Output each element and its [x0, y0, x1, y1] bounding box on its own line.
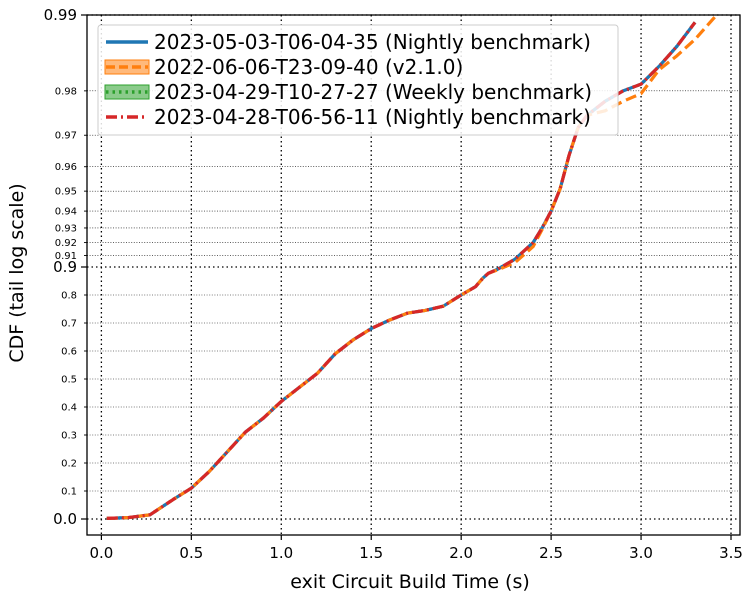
x-tick-label: 1.5: [359, 544, 383, 562]
legend-label-0: 2023-05-03-T06-04-35 (Nightly benchmark): [154, 30, 591, 54]
y-minor-tick-label: 0.96: [55, 162, 77, 173]
y-minor-tick-label: 0.98: [55, 86, 77, 97]
plot-frame: [86, 14, 741, 536]
legend-label-3: 2023-04-28-T06-56-11 (Nightly benchmark): [154, 105, 591, 129]
y-minor-tick-label: 0.93: [55, 223, 77, 234]
y-major-tick-label: 0.99: [44, 6, 77, 24]
y-major-tick-label: 0.0: [53, 510, 77, 528]
x-tick-label: 1.0: [269, 544, 293, 562]
y-minor-tick-label: 0.92: [55, 238, 77, 249]
y-minor-tick-label: 0.8: [61, 291, 77, 302]
y-minor-tick-label: 0.1: [61, 487, 77, 498]
legend-box: [97, 24, 619, 136]
y-minor-tick-label: 0.4: [61, 403, 77, 414]
ticks: 0.0 0.5 1.0 1.5 2.0 2.5 3.0 3.5 0.0 0.9 0.99 0.1 0.2…: [44, 6, 743, 562]
y-minor-tick-label: 0.97: [55, 131, 77, 142]
x-axis-label: exit Circuit Build Time (s): [290, 571, 530, 593]
y-minor-tick-label: 0.3: [61, 431, 77, 442]
legend-label-1: 2022-06-06-T23-09-40 (v2.1.0): [154, 55, 463, 79]
y-axis-label: CDF (tail log scale): [6, 183, 28, 362]
y-minor-tick-label: 0.95: [55, 187, 77, 198]
legend-label-2: 2023-04-29-T10-27-27 (Weekly benchmark): [154, 80, 592, 104]
legend: 2023-05-03-T06-04-35 (Nightly benchmark)…: [97, 24, 619, 136]
x-tick-label: 0.0: [89, 544, 113, 562]
y-minor-tick-label: 0.7: [61, 319, 77, 330]
y-minor-tick-label: 0.2: [61, 459, 77, 470]
x-tick-label: 0.5: [179, 544, 203, 562]
y-minor-tick-label: 0.6: [61, 347, 77, 358]
y-minor-tick-label: 0.91: [55, 251, 77, 262]
x-tick-label: 2.5: [539, 544, 563, 562]
x-tick-label: 3.5: [719, 544, 743, 562]
y-major-tick-label: 0.9: [53, 258, 77, 276]
y-minor-tick-label: 0.5: [61, 375, 77, 386]
x-tick-label: 2.0: [449, 544, 473, 562]
x-tick-label: 3.0: [629, 544, 653, 562]
y-minor-tick-label: 0.94: [55, 207, 77, 218]
